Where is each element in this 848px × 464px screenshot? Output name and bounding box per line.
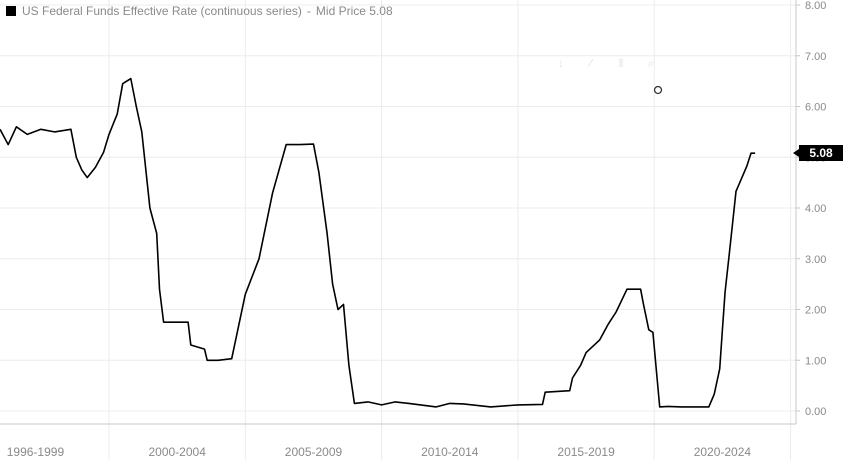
series-line	[0, 77, 756, 408]
y-tick-label: 2.00	[805, 305, 826, 317]
download-icon[interactable]: ↓	[558, 56, 564, 70]
y-axis-ticks: 0.001.002.003.004.005.006.007.008.00	[796, 0, 826, 418]
chart-legend: US Federal Funds Effective Rate (continu…	[6, 4, 393, 18]
y-tick-label: 0.00	[805, 406, 826, 418]
x-tick-label: 2000-2004	[148, 445, 206, 459]
legend-series-name: US Federal Funds Effective Rate (continu…	[22, 4, 302, 18]
crosshair-circle-icon[interactable]	[653, 85, 663, 95]
chart-toolbar: ↓ ∕ ‖ ⌕	[552, 56, 660, 71]
x-tick-label: 1996-1999	[7, 445, 65, 459]
y-tick-label: 4.00	[805, 203, 826, 215]
y-tick-label: 3.00	[805, 254, 826, 266]
grid-lines	[0, 4, 796, 412]
last-value-box	[799, 145, 843, 161]
y-tick-label: 7.00	[805, 51, 826, 63]
legend-separator: -	[306, 4, 311, 18]
last-value-marker: 5.08	[793, 145, 843, 161]
zoom-icon[interactable]: ⌕	[647, 56, 655, 70]
legend-swatch	[6, 6, 16, 16]
x-tick-label: 2010-2014	[421, 445, 479, 459]
x-tick-label: 2020-2024	[694, 445, 752, 459]
pause-icon[interactable]: ‖	[618, 56, 624, 70]
legend-mid-price: Mid Price 5.08	[315, 4, 393, 18]
x-period-separators	[108, 0, 792, 460]
last-value-pointer	[793, 149, 799, 157]
y-tick-label: 6.00	[805, 102, 826, 114]
y-tick-label: 8.00	[805, 0, 826, 12]
x-tick-label: 2015-2019	[557, 445, 615, 459]
y-tick-label: 1.00	[805, 355, 826, 367]
last-value-label: 5.08	[809, 146, 833, 160]
pencil-icon[interactable]: ∕	[589, 56, 592, 70]
x-axis-ticks: 1996-1999 2000-2004 2005-2009 2010-2014 2015…	[7, 445, 752, 459]
x-tick-label: 2005-2009	[285, 445, 343, 459]
